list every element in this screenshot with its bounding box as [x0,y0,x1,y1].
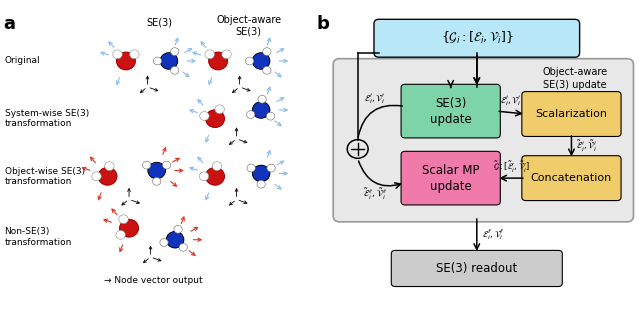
Circle shape [257,180,265,188]
Text: Scalar MP
update: Scalar MP update [422,164,479,193]
Circle shape [116,52,135,70]
Text: Scalarization: Scalarization [536,109,607,119]
Text: b: b [317,15,330,33]
FancyBboxPatch shape [401,84,500,138]
Circle shape [253,166,269,181]
Circle shape [205,168,225,185]
Circle shape [148,163,165,178]
Circle shape [161,53,177,69]
Text: Object-wise SE(3)
transformation: Object-wise SE(3) transformation [4,166,84,186]
Circle shape [209,52,227,70]
Text: Original: Original [4,56,40,65]
Text: $\{\mathcal{G}_i : [\mathcal{E}_i, \mathcal{V}_i]\}$: $\{\mathcal{G}_i : [\mathcal{E}_i, \math… [440,30,513,46]
Circle shape [246,111,255,118]
Circle shape [199,172,209,181]
Text: $\tilde{\mathcal{E}}_i', \tilde{\mathcal{V}}_i'$: $\tilde{\mathcal{E}}_i', \tilde{\mathcal… [577,139,598,154]
Circle shape [222,50,231,59]
Text: $\mathcal{E}_i', \mathcal{V}_i'$: $\mathcal{E}_i', \mathcal{V}_i'$ [500,94,522,108]
Circle shape [92,172,101,181]
Text: SE(3) readout: SE(3) readout [436,262,517,275]
Circle shape [152,177,161,185]
Text: SE(3): SE(3) [147,18,173,28]
Text: Object-aware
SE(3): Object-aware SE(3) [216,15,282,37]
Circle shape [105,162,114,170]
FancyBboxPatch shape [522,156,621,201]
Circle shape [116,230,125,239]
Circle shape [247,164,255,172]
Text: SE(3)
update: SE(3) update [430,97,472,126]
Text: Non-SE(3)
transformation: Non-SE(3) transformation [4,227,72,246]
Text: a: a [3,15,15,33]
Circle shape [262,48,271,55]
Circle shape [253,53,269,69]
Circle shape [143,161,151,169]
Circle shape [200,112,209,120]
Circle shape [160,239,168,246]
Circle shape [113,50,122,59]
Circle shape [205,50,214,59]
Circle shape [130,50,139,59]
Circle shape [98,168,117,185]
Circle shape [167,232,184,247]
FancyBboxPatch shape [391,250,563,286]
Text: Object-aware
SE(3) update: Object-aware SE(3) update [542,67,607,90]
Circle shape [267,164,275,172]
Circle shape [170,66,179,74]
Circle shape [163,161,171,169]
Circle shape [120,219,138,237]
Text: System-wise SE(3)
transformation: System-wise SE(3) transformation [4,109,89,128]
Circle shape [246,57,254,65]
Circle shape [266,112,275,120]
Text: $\mathcal{E}_i^f, \mathcal{V}_i^f$: $\mathcal{E}_i^f, \mathcal{V}_i^f$ [482,228,505,242]
FancyBboxPatch shape [333,59,634,222]
Text: $\mathcal{E}_i', \mathcal{V}_i'$: $\mathcal{E}_i', \mathcal{V}_i'$ [364,93,385,106]
Circle shape [215,105,225,114]
Circle shape [253,102,269,118]
Circle shape [205,110,225,127]
FancyBboxPatch shape [522,91,621,136]
Circle shape [119,215,128,224]
Circle shape [179,243,188,251]
FancyBboxPatch shape [374,19,580,57]
Text: → Node vector output: → Node vector output [104,276,203,285]
Circle shape [262,66,271,74]
Circle shape [170,48,179,55]
Text: $\tilde{\mathcal{G}} : [\tilde{\mathcal{E}}_i', \tilde{\mathcal{V}}_i']$: $\tilde{\mathcal{G}} : [\tilde{\mathcal{… [493,159,529,175]
Circle shape [212,162,221,170]
Circle shape [258,95,266,103]
Text: $\tilde{\mathcal{E}}_i'', \tilde{\mathcal{V}}_i''$: $\tilde{\mathcal{E}}_i'', \tilde{\mathca… [362,187,387,202]
Circle shape [174,225,182,233]
FancyBboxPatch shape [401,151,500,205]
Text: Concatenation: Concatenation [531,173,612,183]
Circle shape [154,57,162,65]
